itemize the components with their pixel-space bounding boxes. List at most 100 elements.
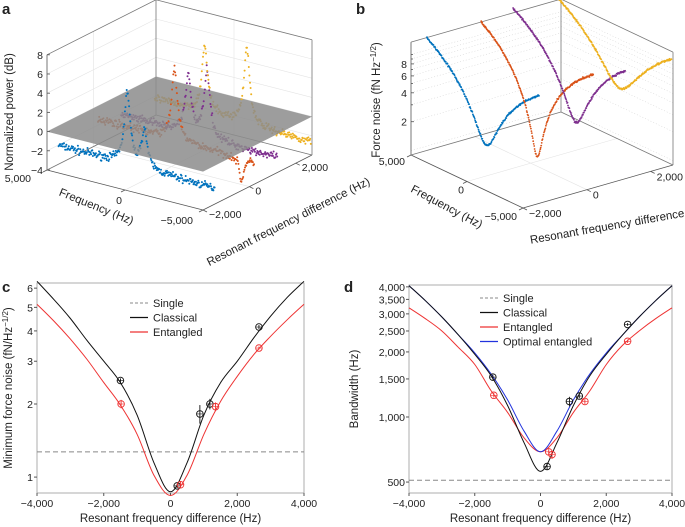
data-point — [482, 140, 485, 142]
data-point — [529, 125, 532, 128]
data-point — [543, 130, 546, 133]
data-point — [458, 83, 461, 86]
frequency-tick-label: 0 — [458, 185, 464, 197]
z-tick-label: 0 — [37, 127, 43, 139]
z-axis-label: Force noise (fN Hz−1/2) — [369, 42, 383, 158]
data-point — [451, 70, 454, 72]
data-point — [567, 9, 570, 12]
data-point — [529, 123, 531, 126]
legend-item: Entangled — [130, 327, 203, 339]
data-point — [450, 68, 452, 70]
data-point — [513, 8, 516, 11]
legend-item: Single — [130, 298, 184, 310]
data-point — [556, 76, 559, 79]
y-tick-label: 3 — [27, 356, 33, 368]
data-point — [145, 140, 148, 143]
data-point — [604, 66, 607, 69]
data-point — [608, 78, 611, 81]
data-point — [171, 81, 174, 84]
data-point — [531, 31, 534, 34]
data-point — [583, 111, 585, 114]
data-point — [67, 147, 70, 150]
data-point — [564, 5, 567, 7]
data-point — [292, 136, 295, 139]
panel-label-b: b — [356, 1, 365, 18]
data-point — [270, 151, 273, 154]
data-point — [82, 148, 85, 151]
data-point — [204, 47, 207, 50]
x-tick-label: 4,000 — [659, 498, 685, 510]
y-axis-label-text: Minimum force noise (fN/Hz — [3, 327, 15, 469]
data-point — [535, 153, 537, 155]
resonant-tick — [522, 207, 528, 211]
data-point — [249, 81, 251, 84]
data-point — [172, 171, 174, 173]
series-3-points — [512, 7, 626, 124]
data-point — [283, 130, 286, 133]
data-point — [258, 153, 261, 156]
data-point — [581, 115, 583, 117]
data-point — [513, 73, 516, 76]
data-point — [182, 106, 185, 109]
data-point — [615, 74, 618, 77]
data-point — [526, 24, 529, 26]
classical-data-point — [489, 373, 497, 381]
data-point — [208, 94, 211, 96]
data-point — [596, 51, 599, 54]
side-wall-gridline — [410, 26, 562, 70]
series-2-points — [165, 64, 184, 129]
data-point — [487, 144, 490, 147]
data-point — [480, 20, 483, 23]
data-point — [469, 106, 471, 108]
data-point — [186, 75, 189, 78]
resonant-tick-label: 0 — [255, 186, 261, 198]
resonant-tick-label: 2,000 — [657, 171, 683, 183]
series-2-points — [480, 20, 595, 158]
classical-data-point — [565, 396, 574, 407]
data-point — [181, 182, 184, 185]
data-point — [480, 135, 483, 138]
data-point — [575, 19, 578, 22]
data-point — [585, 107, 588, 109]
data-point — [165, 122, 168, 124]
data-point — [531, 30, 533, 32]
data-point — [190, 96, 193, 99]
classical-data-point — [116, 376, 125, 385]
data-point — [500, 48, 503, 50]
x-tick-label: −2,000 — [88, 498, 121, 510]
data-point — [236, 160, 239, 162]
data-point — [199, 85, 202, 88]
data-point — [249, 152, 252, 155]
data-point — [545, 123, 548, 125]
data-point — [548, 114, 551, 116]
data-point — [309, 137, 312, 140]
data-point — [290, 133, 292, 136]
data-point — [208, 89, 211, 92]
data-point — [146, 142, 149, 145]
z-axis-label-end: ) — [371, 42, 383, 46]
data-point — [548, 59, 551, 62]
data-point — [201, 63, 204, 66]
data-point — [202, 105, 205, 107]
data-point — [275, 152, 278, 155]
data-point — [453, 74, 456, 77]
data-point — [65, 143, 68, 146]
data-point — [468, 103, 470, 105]
data-point — [150, 159, 153, 162]
data-point — [466, 99, 469, 102]
y-axis-label: Minimum force noise (fN/Hz−1/2) — [1, 307, 15, 469]
data-point — [123, 110, 126, 113]
legend-item: Classical — [480, 308, 547, 320]
data-point — [541, 138, 544, 141]
x-tick-label: 2,000 — [224, 498, 250, 510]
data-point — [539, 146, 542, 149]
z-tick-label: 8 — [401, 59, 407, 71]
frequency-tick — [42, 169, 48, 173]
data-point — [153, 162, 156, 165]
data-point — [163, 174, 166, 177]
entangled-data-point — [255, 344, 263, 352]
y-tick-label: 1 — [27, 472, 33, 484]
y-tick-label: 500 — [387, 477, 405, 489]
data-point — [442, 58, 445, 61]
